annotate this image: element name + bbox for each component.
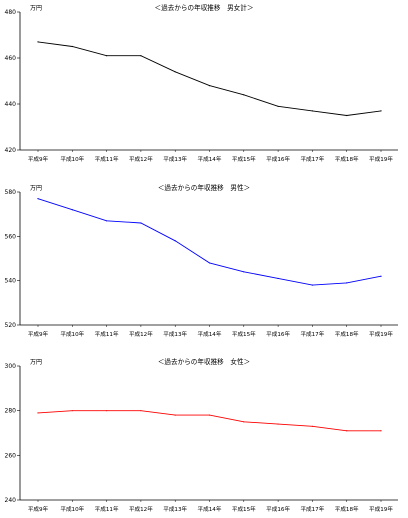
y-tick-label: 480 [5, 9, 17, 16]
chart-title: ＜過去からの年収推移 男女計＞ [155, 3, 254, 12]
x-tick-label: 平成19年 [369, 505, 393, 513]
y-tick-label: 240 [5, 497, 17, 504]
data-point [174, 240, 176, 242]
x-tick-label: 平成12年 [129, 505, 153, 513]
series-line [37, 198, 382, 286]
x-tick-label: 平成16年 [266, 505, 290, 513]
x-tick-label: 平成10年 [60, 155, 84, 163]
y-tick-label: 300 [5, 363, 17, 370]
data-point [243, 271, 245, 273]
data-point [208, 85, 211, 87]
data-point [380, 430, 382, 432]
x-tick-label: 平成13年 [163, 505, 187, 513]
data-point [174, 414, 176, 416]
series-line [37, 41, 382, 116]
y-tick-label: 440 [5, 101, 17, 108]
data-point [71, 209, 73, 211]
chart-1: 420 440 460 480 平成9年 平成10年 平成11年 平成12年 平成13年 平成14… [5, 3, 398, 163]
x-tick-label: 平成12年 [129, 155, 153, 163]
data-point [346, 282, 348, 284]
x-tick-label: 平成11年 [95, 505, 119, 513]
x-tick-label: 平成11年 [95, 155, 119, 163]
data-point [346, 114, 348, 117]
y-tick-label: 260 [5, 452, 17, 459]
chart-3: 240 260 280 300 平成9年 平成10年 平成11年 平成12年 平成13年 平成14… [5, 357, 398, 513]
data-point [311, 425, 313, 427]
y-tick-label: 560 [5, 233, 17, 240]
data-point [346, 430, 348, 432]
y-tick-label: 280 [5, 408, 17, 415]
y-tick-label: 420 [5, 147, 17, 154]
x-tick-label: 平成15年 [232, 505, 256, 513]
x-tick-label: 平成15年 [232, 330, 256, 338]
data-point [208, 262, 211, 264]
x-tick-label: 平成14年 [198, 505, 222, 513]
data-point [37, 198, 39, 200]
x-tick-label: 平成14年 [198, 155, 222, 163]
x-tick-label: 平成14年 [198, 330, 222, 338]
series-line [37, 410, 381, 432]
y-tick-label: 520 [5, 322, 17, 329]
data-point [37, 41, 39, 43]
data-point [208, 414, 211, 416]
data-point [311, 110, 313, 112]
data-point [174, 71, 176, 73]
x-tick-label: 平成9年 [28, 330, 49, 338]
x-tick-label: 平成13年 [163, 155, 187, 163]
x-tick-label: 平成15年 [232, 155, 256, 163]
x-tick-label: 平成13年 [163, 330, 187, 338]
x-tick-label: 平成9年 [28, 155, 49, 163]
y-axis-label: 万円 [30, 359, 42, 366]
data-point [71, 45, 73, 48]
data-point [140, 410, 142, 412]
x-tick-label: 平成9年 [28, 505, 49, 513]
data-point [71, 410, 73, 412]
data-point [277, 423, 279, 425]
x-tick-label: 平成17年 [300, 155, 324, 163]
data-point [106, 55, 108, 57]
data-point [277, 277, 279, 280]
y-axis-label: 万円 [30, 185, 42, 192]
x-tick-label: 平成10年 [60, 330, 84, 338]
x-tick-label: 平成19年 [369, 155, 393, 163]
chart-title: ＜過去からの年収推移 女性＞ [158, 357, 250, 366]
data-point [243, 94, 245, 96]
data-point [380, 110, 382, 112]
data-point [311, 284, 313, 286]
x-tick-label: 平成16年 [266, 330, 290, 338]
x-tick-label: 平成18年 [335, 155, 359, 163]
chart-2: 520 540 560 580 平成9年 平成10年 平成11年 平成12年 平成13年 平成14… [5, 183, 398, 338]
data-point [380, 275, 382, 277]
x-tick-label: 平成10年 [60, 505, 84, 513]
x-tick-label: 平成18年 [335, 330, 359, 338]
data-point [106, 410, 108, 412]
y-tick-label: 540 [5, 278, 17, 285]
x-tick-label: 平成17年 [300, 505, 324, 513]
data-point [37, 412, 39, 414]
x-tick-label: 平成18年 [335, 505, 359, 513]
y-tick-label: 580 [5, 189, 17, 196]
y-axis-label: 万円 [30, 5, 42, 12]
x-tick-label: 平成16年 [266, 155, 290, 163]
x-tick-label: 平成17年 [300, 330, 324, 338]
data-point [140, 55, 142, 57]
data-point [140, 222, 142, 224]
x-tick-label: 平成19年 [369, 330, 393, 338]
x-tick-label: 平成12年 [129, 330, 153, 338]
data-point [106, 220, 108, 222]
y-tick-label: 460 [5, 55, 17, 62]
data-point [277, 105, 279, 107]
chart-title: ＜過去からの年収推移 男性＞ [158, 183, 250, 192]
data-point [243, 421, 245, 423]
x-tick-label: 平成11年 [95, 330, 119, 338]
